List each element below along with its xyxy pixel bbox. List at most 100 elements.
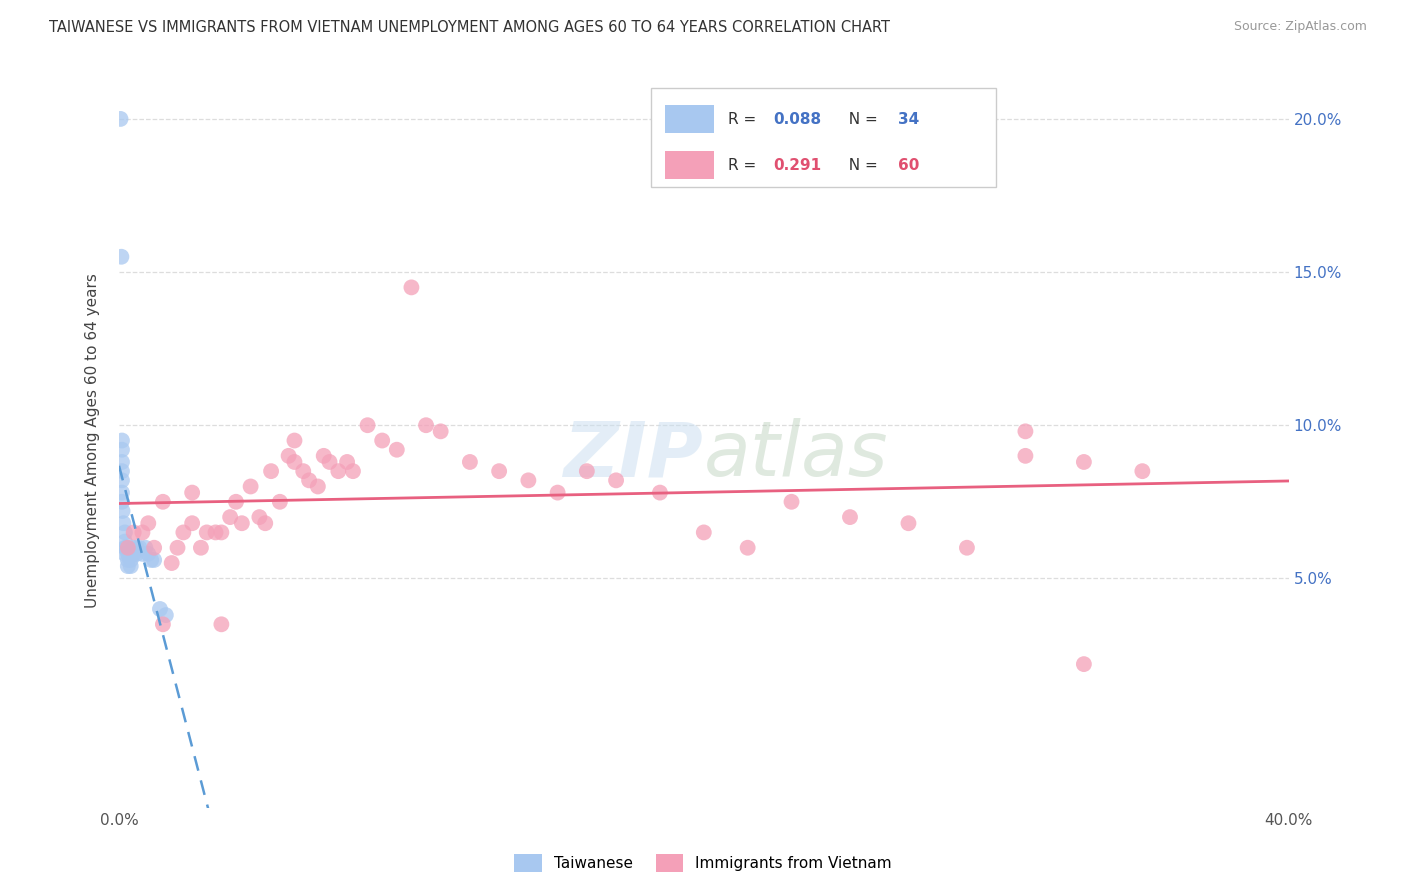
Point <box>356 418 378 433</box>
Point <box>239 479 262 493</box>
Text: ZIP: ZIP <box>564 418 704 492</box>
FancyBboxPatch shape <box>651 87 997 187</box>
Point <box>307 479 329 493</box>
Point <box>136 516 159 531</box>
Point <box>112 516 135 531</box>
Point <box>575 464 598 478</box>
Point <box>1014 425 1036 439</box>
Point <box>737 541 759 555</box>
Point <box>111 504 134 518</box>
Point <box>458 455 481 469</box>
Point <box>111 474 134 488</box>
Point <box>385 442 408 457</box>
Point <box>114 541 136 555</box>
Point <box>110 112 132 126</box>
Point <box>219 510 242 524</box>
Point <box>111 442 134 457</box>
Point <box>131 525 153 540</box>
Point <box>143 553 166 567</box>
Point <box>195 525 218 540</box>
Point <box>120 559 142 574</box>
Point <box>371 434 394 448</box>
Point <box>172 525 194 540</box>
Point <box>283 434 305 448</box>
Point <box>231 516 253 531</box>
Point <box>160 556 183 570</box>
Text: N =: N = <box>839 112 883 127</box>
Point <box>1130 464 1153 478</box>
Point <box>166 541 188 555</box>
Legend: Taiwanese, Immigrants from Vietnam: Taiwanese, Immigrants from Vietnam <box>506 846 900 880</box>
Point <box>122 541 145 555</box>
Point <box>122 525 145 540</box>
FancyBboxPatch shape <box>665 105 714 134</box>
Point <box>247 510 270 524</box>
Text: atlas: atlas <box>704 418 889 492</box>
FancyBboxPatch shape <box>665 151 714 179</box>
Point <box>143 541 166 555</box>
Point <box>254 516 277 531</box>
Point <box>336 455 359 469</box>
Point <box>111 434 134 448</box>
Point <box>605 474 627 488</box>
Text: 34: 34 <box>898 112 920 127</box>
Text: Source: ZipAtlas.com: Source: ZipAtlas.com <box>1233 20 1367 33</box>
Point <box>204 525 226 540</box>
Text: 0.088: 0.088 <box>773 112 821 127</box>
Point <box>117 553 139 567</box>
Point <box>111 485 134 500</box>
Point <box>648 485 671 500</box>
Point <box>780 495 803 509</box>
Point <box>693 525 716 540</box>
Point <box>415 418 437 433</box>
Point <box>149 602 172 616</box>
Point <box>117 541 139 555</box>
Text: TAIWANESE VS IMMIGRANTS FROM VIETNAM UNEMPLOYMENT AMONG AGES 60 TO 64 YEARS CORR: TAIWANESE VS IMMIGRANTS FROM VIETNAM UNE… <box>49 20 890 35</box>
Point <box>134 541 156 555</box>
Point <box>114 534 136 549</box>
Point <box>283 455 305 469</box>
Point <box>318 455 340 469</box>
Point <box>181 485 204 500</box>
Point <box>152 495 174 509</box>
Point <box>269 495 291 509</box>
Point <box>328 464 350 478</box>
Text: R =: R = <box>728 158 766 172</box>
Point <box>897 516 920 531</box>
Point <box>128 541 150 555</box>
Point <box>131 547 153 561</box>
Point <box>298 474 321 488</box>
Point <box>190 541 212 555</box>
Point <box>136 547 159 561</box>
Point <box>209 617 232 632</box>
Point <box>120 553 142 567</box>
Point <box>839 510 862 524</box>
Point <box>292 464 315 478</box>
Point <box>429 425 451 439</box>
Point <box>1073 657 1095 672</box>
Point <box>114 547 136 561</box>
Y-axis label: Unemployment Among Ages 60 to 64 years: Unemployment Among Ages 60 to 64 years <box>86 273 100 608</box>
Point <box>277 449 299 463</box>
Point <box>111 455 134 469</box>
Point <box>181 516 204 531</box>
Point <box>125 547 148 561</box>
Point <box>312 449 335 463</box>
Text: R =: R = <box>728 112 766 127</box>
Point <box>260 464 283 478</box>
Point <box>120 547 142 561</box>
Point <box>111 495 134 509</box>
Text: 60: 60 <box>898 158 920 172</box>
Point <box>152 617 174 632</box>
Text: N =: N = <box>839 158 883 172</box>
Point <box>401 280 423 294</box>
Point <box>110 250 132 264</box>
Text: 0.291: 0.291 <box>773 158 821 172</box>
Point <box>117 547 139 561</box>
Point <box>115 541 138 555</box>
Point <box>225 495 247 509</box>
Point <box>488 464 510 478</box>
Point <box>209 525 232 540</box>
Point <box>1014 449 1036 463</box>
Point <box>547 485 569 500</box>
